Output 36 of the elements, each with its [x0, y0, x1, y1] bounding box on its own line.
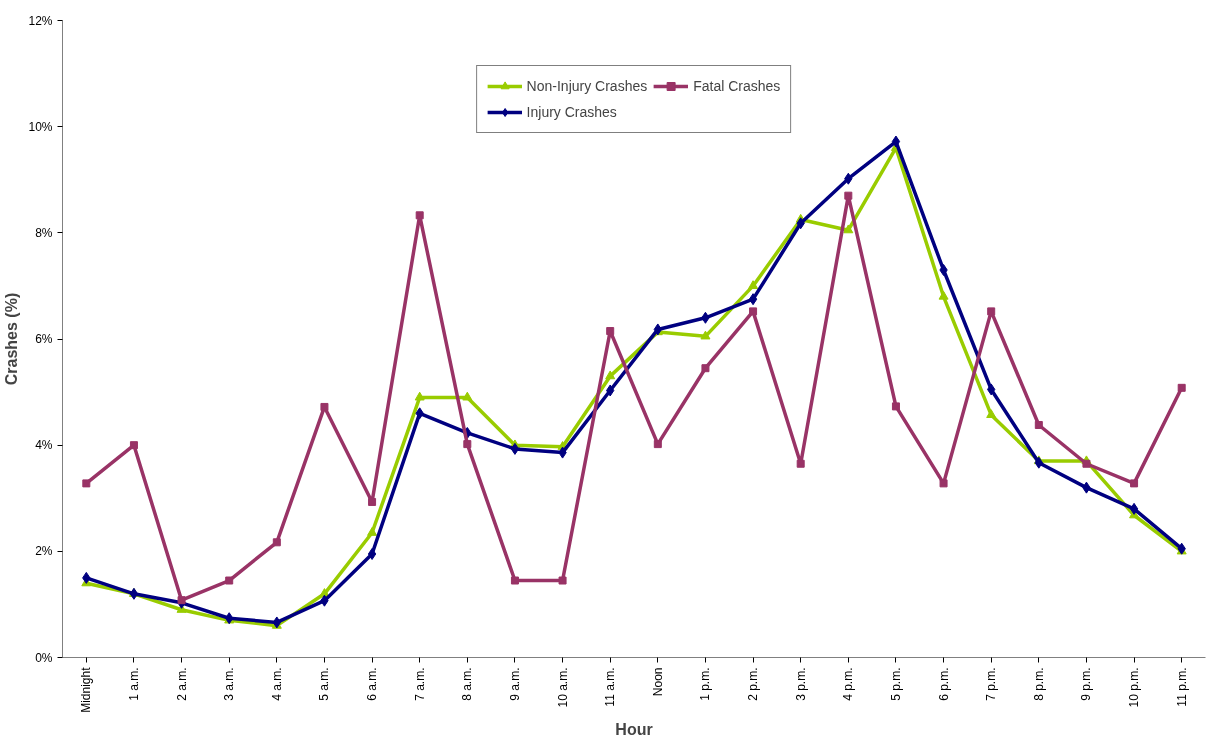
- x-tick-label: 2 p.m.: [746, 667, 761, 701]
- x-tick-label: 5 a.m.: [317, 667, 332, 701]
- x-tick-label: Noon: [650, 667, 665, 697]
- x-tick-label: 4 p.m.: [841, 667, 856, 701]
- x-tick-label: 2 a.m.: [174, 667, 189, 701]
- y-tick-label: 8%: [35, 225, 53, 240]
- legend-label: Non-Injury Crashes: [526, 78, 648, 94]
- y-tick-label: 10%: [28, 119, 53, 134]
- x-axis-title: Hour: [615, 720, 653, 738]
- y-tick-label: 0%: [35, 650, 53, 665]
- x-tick-label: 1 a.m.: [126, 667, 141, 701]
- x-tick-label: 10 a.m.: [555, 667, 570, 708]
- x-tick-label: 3 p.m.: [793, 667, 808, 701]
- x-tick-label: 5 p.m.: [888, 667, 903, 701]
- x-tick-label: 9 p.m.: [1079, 667, 1094, 701]
- y-axis-title: Crashes (%): [3, 292, 21, 386]
- x-tick-label: 10 p.m.: [1127, 667, 1142, 708]
- x-tick-label: Midnight: [79, 666, 94, 713]
- x-tick-label: 4 a.m.: [269, 667, 284, 701]
- x-tick-label: 7 a.m.: [412, 667, 427, 701]
- y-tick-label: 2%: [35, 544, 53, 559]
- y-tick-label: 12%: [28, 13, 53, 28]
- x-tick-label: 11 p.m.: [1174, 667, 1189, 707]
- y-tick-label: 4%: [35, 438, 53, 453]
- x-tick-label: 11 a.m.: [603, 667, 618, 707]
- x-tick-label: 6 p.m.: [936, 667, 951, 701]
- x-tick-label: 6 a.m.: [365, 667, 380, 701]
- x-tick-label: 8 a.m.: [460, 667, 475, 701]
- y-tick-label: 6%: [35, 332, 53, 346]
- legend-label: Fatal Crashes: [693, 78, 781, 94]
- legend-label: Injury Crashes: [526, 104, 617, 120]
- x-tick-label: 3 a.m.: [222, 667, 237, 701]
- x-tick-label: 1 p.m.: [698, 667, 713, 701]
- x-tick-label: 9 a.m.: [507, 667, 522, 701]
- x-tick-label: 8 p.m.: [1031, 667, 1046, 701]
- x-tick-label: 7 p.m.: [984, 667, 999, 701]
